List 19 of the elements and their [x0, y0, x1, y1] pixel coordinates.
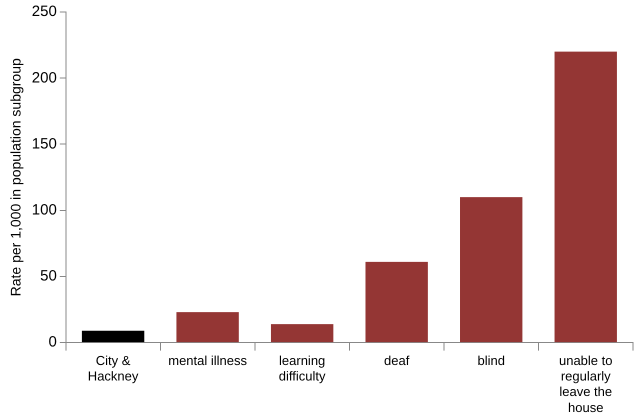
y-tick-label: 100 [32, 202, 57, 218]
x-tick-label: City & Hackney [88, 352, 139, 384]
bar [460, 197, 522, 342]
bar [82, 330, 144, 342]
y-tick-label: 200 [32, 69, 57, 86]
bar [554, 52, 617, 342]
x-tick-label: learning difficulty [278, 352, 326, 384]
bar [176, 312, 239, 342]
x-tick-label: deaf [384, 352, 410, 368]
x-tick-label: mental illness [168, 352, 248, 368]
y-tick-label: 0 [48, 334, 57, 351]
y-axis-title: Rate per 1,000 in population subgroup [7, 58, 24, 296]
bar [365, 262, 428, 342]
y-tick-label: 150 [32, 135, 57, 152]
x-tick-label: blind [477, 352, 505, 368]
y-tick-label: 50 [40, 268, 57, 285]
y-tick-label: 250 [32, 3, 57, 20]
x-tick-label: unable to regularly leave the house [558, 352, 612, 415]
bar [270, 324, 334, 342]
